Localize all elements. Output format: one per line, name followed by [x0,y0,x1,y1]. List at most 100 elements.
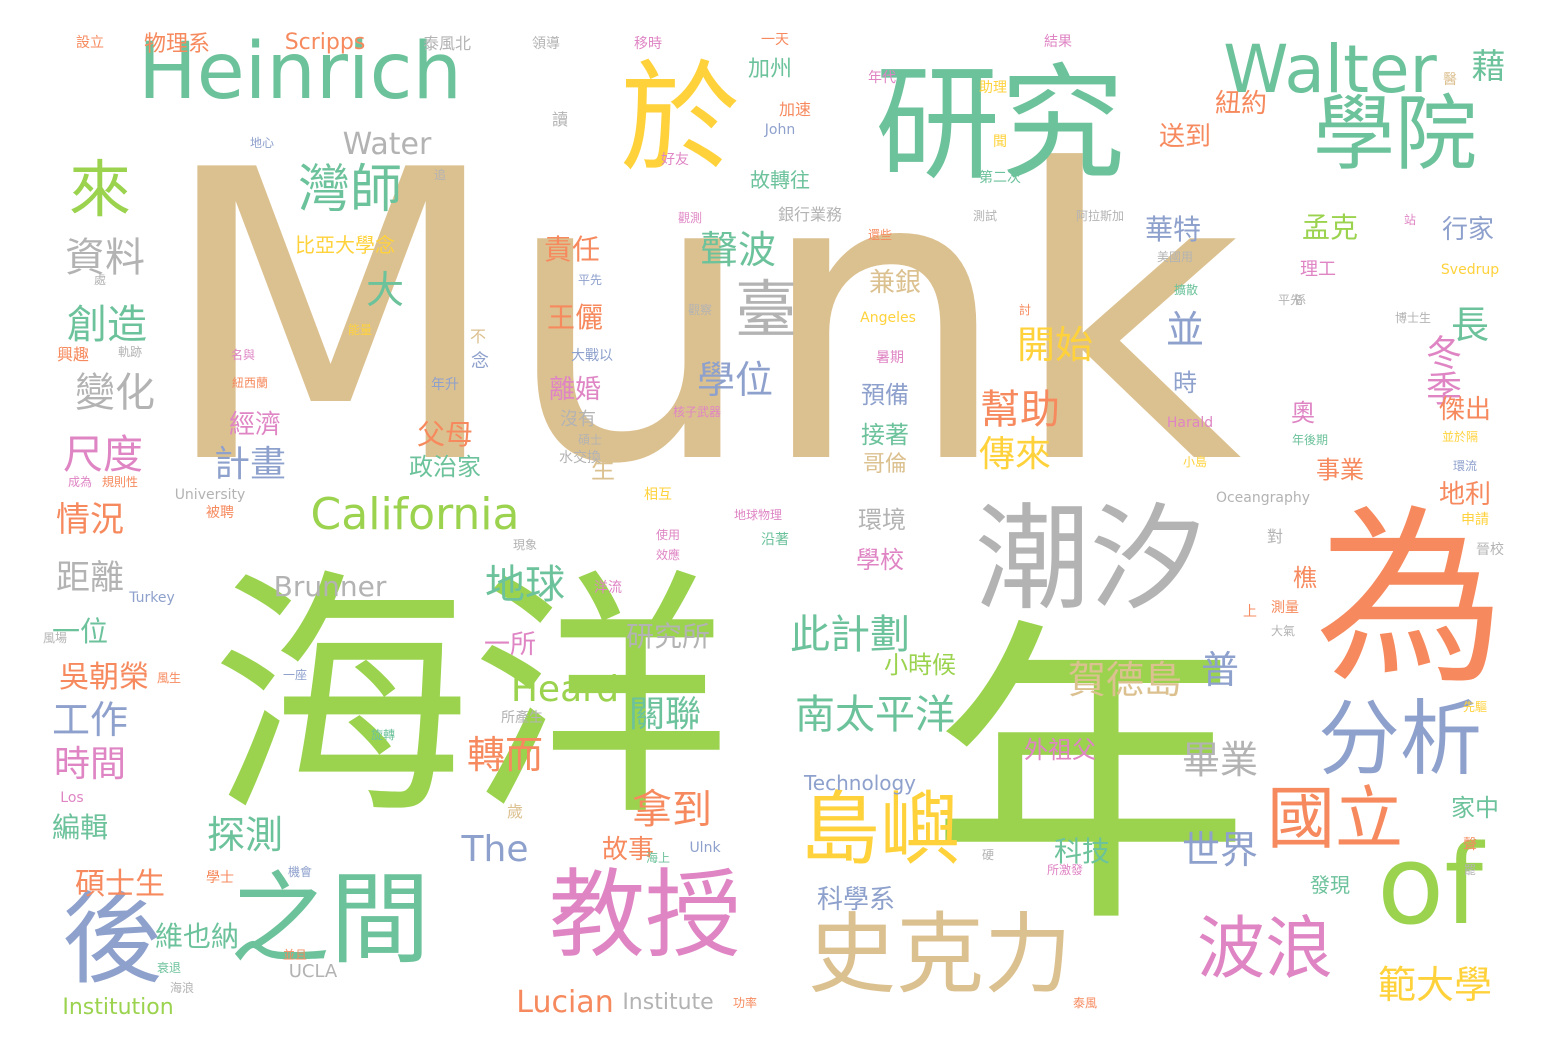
cloud-word: 使用 [655,528,681,542]
cloud-word: 紐西蘭 [231,376,269,390]
cloud-word: California [310,489,520,540]
cloud-word: 移時 [634,36,662,52]
cloud-word: Angeles [860,310,916,326]
cloud-word: 探測 [206,813,284,857]
cloud-word: 並 [1165,308,1205,352]
cloud-word: 生 [591,456,615,484]
cloud-word: Technology [803,771,917,795]
cloud-word: 地利 [1438,480,1492,510]
cloud-word: 範大學 [1377,963,1493,1007]
cloud-word: 國立 [1266,780,1404,859]
cloud-word: 效應 [655,548,681,562]
cloud-word: Institution [62,995,174,1020]
cloud-word: 學士 [206,870,234,886]
cloud-word: 泰風北 [422,34,472,53]
cloud-word: 泰風 [1072,996,1098,1010]
cloud-word: 暑期 [876,350,904,366]
cloud-word: 維也納 [154,920,240,953]
cloud-word: 潮汐 [974,492,1206,627]
cloud-word: 故轉往 [750,168,810,192]
cloud-word: 大氣 [1270,624,1296,638]
cloud-word: 軌跡 [117,345,143,359]
cloud-word: 藉 [1465,48,1505,82]
cloud-word: 沒有 [560,409,596,430]
cloud-word: 之間 [230,861,430,978]
cloud-word: 好友 [661,152,689,168]
cloud-word: 興趣 [56,345,90,364]
cloud-word: John [764,122,796,138]
cloud-word: 研究所 [625,620,711,653]
cloud-word: Turkey [129,590,175,606]
cloud-word: 測量 [1271,600,1299,616]
cloud-word: 洋流 [594,580,622,596]
cloud-word: 尺度 [63,432,143,478]
cloud-word: 島嶼 [800,783,960,876]
cloud-word: 博士生 [1394,311,1432,325]
cloud-word: 政治家 [409,453,481,481]
cloud-word: 晉校 [1476,542,1504,558]
cloud-word: 旋轉 [370,728,396,742]
cloud-word: 觀察 [687,303,713,317]
cloud-word: Harald [1166,415,1214,431]
cloud-word: 並且 [282,948,308,962]
cloud-word: 紐約 [1214,89,1268,119]
cloud-word: 父母 [416,418,474,451]
cloud-word: Oceangraphy [1215,490,1311,506]
cloud-word: 華特 [1144,213,1202,246]
cloud-word: 站 [1403,213,1417,227]
cloud-word: University [174,487,246,503]
cloud-word: 學院 [1312,87,1478,182]
cloud-word: 學校 [856,546,904,574]
cloud-word: 南太平洋 [795,692,955,738]
cloud-word: 普 [1200,648,1240,692]
cloud-word: Ulnk [689,840,721,856]
cloud-word: 環流 [1452,459,1478,473]
cloud-word: 灣師 [297,160,403,220]
cloud-word: 讀 [551,110,569,129]
cloud-word: 領導 [532,36,560,52]
cloud-word: 傳來 [978,434,1052,475]
cloud-word: 所產生 [501,710,543,726]
cloud-word: 距離 [56,558,124,598]
cloud-word: 風生 [156,671,182,685]
cloud-word: 加速 [778,100,812,119]
cloud-word: 所激發 [1046,863,1084,877]
cloud-word: Brunner [273,570,387,603]
cloud-word: Water [342,127,432,162]
cloud-word: Heard [510,669,620,710]
cloud-word: 年後期 [1291,433,1329,447]
cloud-word: Scripps [284,30,366,55]
cloud-word: 地心 [249,136,275,150]
cloud-word: 聲波 [699,228,777,272]
cloud-word: 大 [365,268,405,312]
cloud-word: 沿著 [761,532,789,548]
cloud-word: 外祖父 [1024,736,1096,764]
cloud-word: 小時候 [884,651,956,679]
cloud-word: 能量 [347,323,373,337]
cloud-word: 一位 [51,615,109,648]
cloud-word: Svedrup [1440,262,1500,278]
cloud-word: UCLA [288,961,338,982]
cloud-word: 責任 [543,233,601,266]
cloud-word: 阿拉斯加 [1075,209,1125,223]
cloud-word: 物理系 [143,32,211,57]
cloud-word: 助理 [979,80,1007,96]
cloud-word: 現象 [512,538,538,552]
cloud-word: 擴散 [1173,283,1199,297]
cloud-word: 開始 [1016,323,1094,367]
cloud-word: 加州 [747,57,793,82]
cloud-word: 銀行業務 [777,205,843,224]
cloud-word: 地球 [485,562,565,608]
cloud-word: Munk [158,87,1242,552]
cloud-word: 測試 [972,209,998,223]
cloud-word: 預備 [861,381,909,409]
cloud-word: 此計劃 [790,612,910,658]
cloud-word: 送到 [1158,122,1212,152]
cloud-word: The [461,829,529,870]
cloud-word: 幫助 [980,387,1060,433]
cloud-word: 長 [1450,303,1490,347]
cloud-word: 分析 [1317,692,1483,787]
cloud-word: 比亞大學念 [295,233,395,257]
cloud-word: 畢業 [1181,738,1259,782]
